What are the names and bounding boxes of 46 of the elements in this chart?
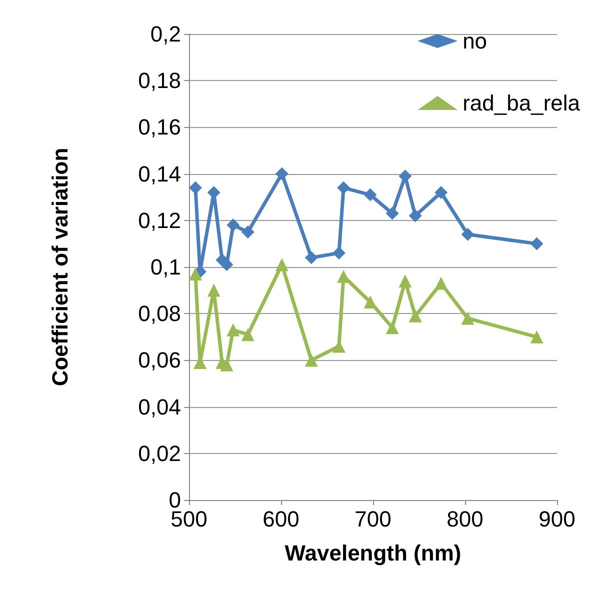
x-axis-title: Wavelength (nm) [284, 540, 462, 566]
point [304, 251, 318, 264]
y-tick-label: 0,06 [138, 348, 181, 373]
point [275, 167, 288, 180]
point [220, 358, 234, 372]
y-tick-label: 0,14 [138, 161, 181, 186]
legend-label: no [462, 28, 488, 54]
y-tick-label: 0,16 [138, 114, 181, 140]
point [226, 218, 240, 232]
point [188, 181, 202, 194]
legend-label: rad_ba_rela [462, 90, 581, 116]
point [226, 323, 240, 336]
point [332, 246, 346, 260]
y-tick-label: 0,12 [138, 208, 181, 233]
point [530, 237, 544, 250]
point [364, 188, 377, 202]
point [207, 284, 220, 297]
point [461, 312, 474, 325]
point [386, 321, 399, 334]
point [241, 226, 254, 239]
y-axis-title: Coefficient of variation [48, 148, 72, 386]
y-tick-label: 0,1 [150, 254, 181, 280]
x-tick-label: 800 [446, 506, 484, 532]
x-tick-label: 700 [354, 506, 392, 532]
point [188, 267, 202, 280]
x-tick-label: 900 [538, 506, 576, 532]
y-tick-label: 0,08 [138, 301, 181, 326]
point [241, 328, 254, 342]
y-tick-label: 0,02 [138, 440, 181, 466]
point [530, 330, 544, 344]
point [398, 274, 412, 288]
point [304, 354, 318, 367]
x-tick-label: 600 [262, 506, 300, 532]
point [434, 276, 448, 290]
point [408, 209, 422, 222]
point [207, 186, 220, 199]
y-tick-label: 0,2 [150, 22, 181, 46]
y-tick-label: 0,04 [138, 394, 181, 420]
point [386, 206, 399, 220]
point [408, 309, 422, 322]
point [461, 228, 474, 241]
y-tick-label: 0,18 [138, 68, 181, 94]
point [364, 295, 377, 308]
point [337, 181, 350, 194]
point [434, 186, 448, 199]
point [275, 258, 288, 272]
